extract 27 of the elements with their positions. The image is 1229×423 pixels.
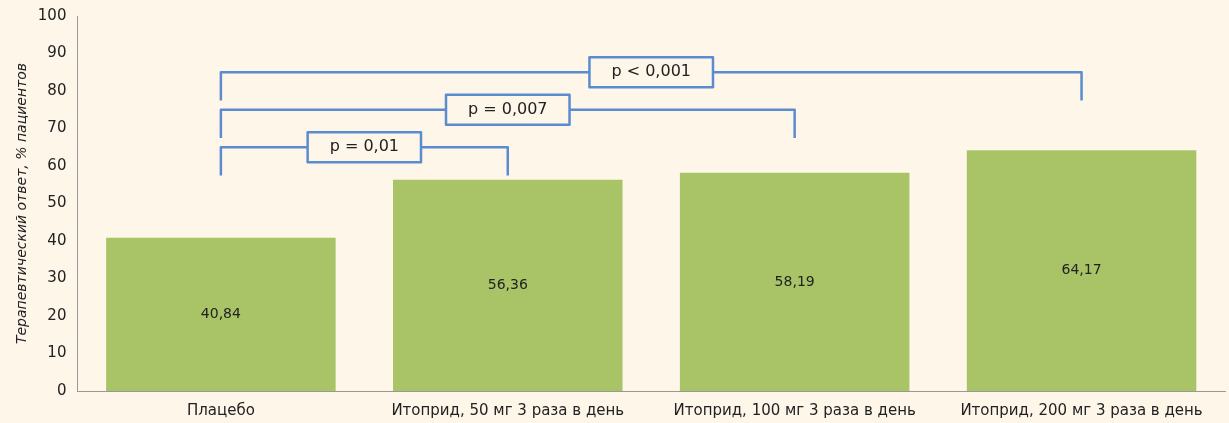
data-label: 58,19	[774, 272, 815, 289]
data-label: 64,17	[1061, 261, 1102, 278]
bar	[966, 150, 1197, 391]
y-tick-label: 80	[47, 80, 67, 99]
y-axis-title: Терапевтический ответ, % пациентов	[13, 62, 30, 345]
data-label: 56,36	[487, 275, 528, 292]
bar	[106, 237, 336, 391]
y-tick-label: 90	[47, 43, 67, 62]
bar	[679, 172, 910, 391]
y-tick-label: 60	[47, 155, 67, 174]
y-tick-label: 50	[47, 193, 67, 212]
y-tick-label: 40	[47, 230, 67, 249]
annotation: p = 0,01	[329, 136, 399, 156]
y-tick-label: 100	[37, 5, 67, 24]
annotation: p = 0,007	[468, 98, 548, 118]
y-tick-label: 30	[47, 268, 67, 287]
x-tick-label: Плацебо	[186, 400, 255, 419]
bar	[393, 179, 623, 391]
data-label: 40,84	[200, 305, 241, 322]
y-tick-label: 10	[47, 343, 67, 362]
x-tick-label: Итоприд, 200 мг 3 раза в день	[960, 400, 1203, 419]
y-tick-label: 0	[56, 380, 67, 399]
y-tick-label: 20	[47, 305, 67, 324]
y-tick-label: 70	[47, 118, 67, 137]
annotation: p < 0,001	[611, 61, 691, 81]
x-tick-label: Итоприд, 100 мг 3 раза в день	[673, 400, 916, 419]
x-tick-label: Итоприд, 50 мг 3 раза в день	[391, 400, 625, 419]
